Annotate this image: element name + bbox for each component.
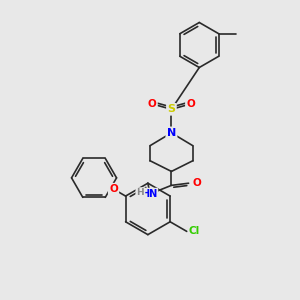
Text: HN: HN: [141, 189, 157, 199]
Text: H: H: [136, 188, 144, 197]
Text: O: O: [109, 184, 118, 194]
Text: S: S: [167, 104, 175, 114]
Text: N: N: [167, 128, 176, 138]
Text: O: O: [148, 99, 157, 109]
Text: O: O: [193, 178, 202, 188]
Text: O: O: [186, 99, 195, 109]
Text: Cl: Cl: [189, 226, 200, 236]
